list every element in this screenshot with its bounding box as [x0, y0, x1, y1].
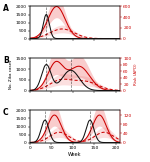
Text: A: A	[3, 4, 9, 13]
Text: C: C	[3, 108, 9, 117]
X-axis label: Week: Week	[68, 152, 82, 157]
Y-axis label: No. Zika cases: No. Zika cases	[9, 60, 13, 89]
Text: B: B	[3, 56, 9, 65]
Y-axis label: Risk (APO): Risk (APO)	[134, 64, 138, 85]
